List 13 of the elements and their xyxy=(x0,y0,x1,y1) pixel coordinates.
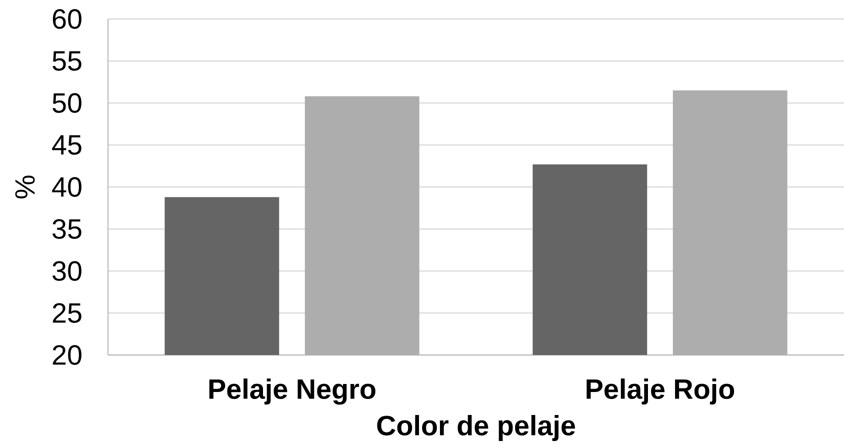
y-tick-label: 45 xyxy=(52,135,82,155)
y-axis-title: % xyxy=(15,176,35,198)
y-tick-label: 35 xyxy=(52,219,82,239)
y-tick-label: 30 xyxy=(52,261,82,281)
x-tick-label: Pelaje Rojo xyxy=(586,378,734,404)
y-tick-label: 25 xyxy=(52,303,82,323)
y-tick-label: 20 xyxy=(52,345,82,365)
y-tick-label: 40 xyxy=(52,177,82,197)
x-tick-label: Pelaje Negro xyxy=(209,378,376,405)
x-axis-title: Color de pelaje xyxy=(377,415,576,441)
y-tick-label: 55 xyxy=(52,51,82,71)
y-tick-label: 50 xyxy=(52,93,82,113)
y-tick-label: 60 xyxy=(52,9,82,29)
